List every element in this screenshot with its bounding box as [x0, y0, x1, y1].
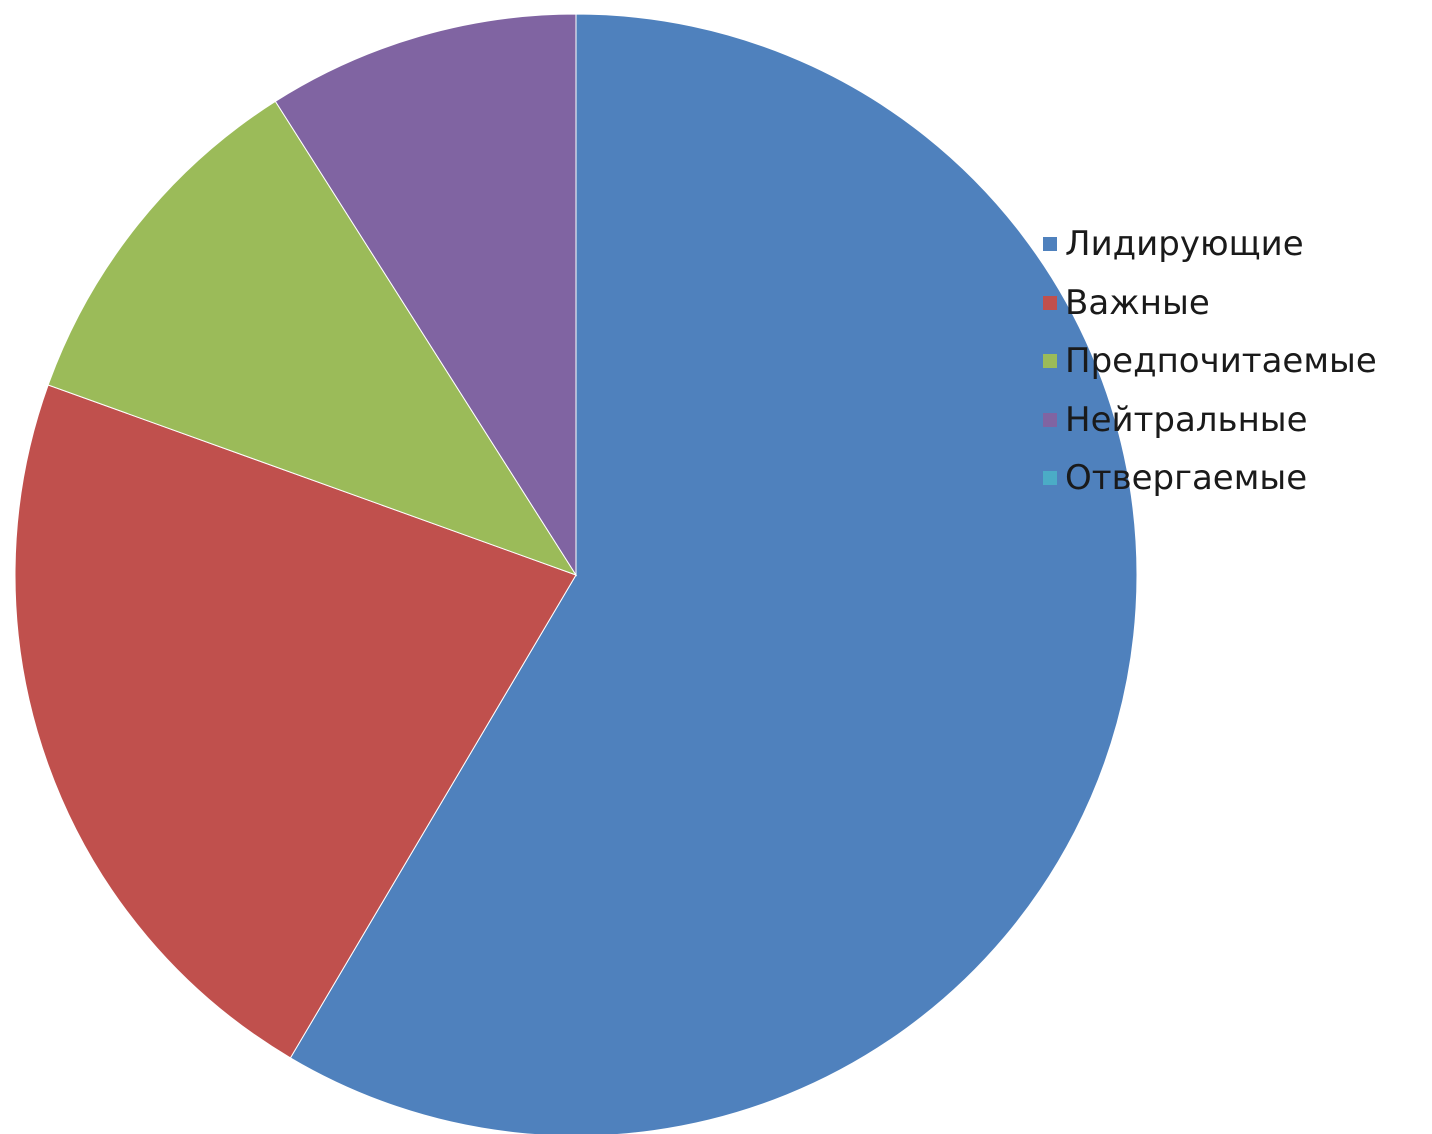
pie-slice-preferred — [47, 100, 578, 576]
legend-label-important: Важные — [1065, 282, 1210, 323]
legend-swatch-important — [1043, 295, 1057, 310]
legend-item-preferred: Предпочитаемые — [1043, 332, 1428, 391]
legend-item-neutral: Нейтральные — [1043, 391, 1428, 450]
legend-item-leading: Лидирующие — [1043, 215, 1428, 274]
legend-swatch-rejected — [1043, 471, 1057, 486]
legend-label-neutral: Нейтральные — [1065, 399, 1308, 440]
legend-label-rejected: Отвергаемые — [1065, 458, 1308, 499]
legend-swatch-neutral — [1043, 412, 1057, 427]
pie-slices — [14, 13, 1138, 1134]
legend: Лидирующие Важные Предпочитаемые Нейтрал… — [1043, 215, 1428, 508]
legend-item-rejected: Отвергаемые — [1043, 449, 1428, 508]
pie-slice-neutral — [274, 13, 577, 577]
pie-slice-leading — [289, 13, 1138, 1134]
legend-swatch-preferred — [1043, 354, 1057, 369]
legend-label-leading: Лидирующие — [1065, 224, 1304, 265]
legend-swatch-leading — [1043, 237, 1057, 252]
legend-item-important: Важные — [1043, 274, 1428, 333]
pie-slice-important — [14, 384, 577, 1059]
legend-label-preferred: Предпочитаемые — [1065, 341, 1377, 382]
